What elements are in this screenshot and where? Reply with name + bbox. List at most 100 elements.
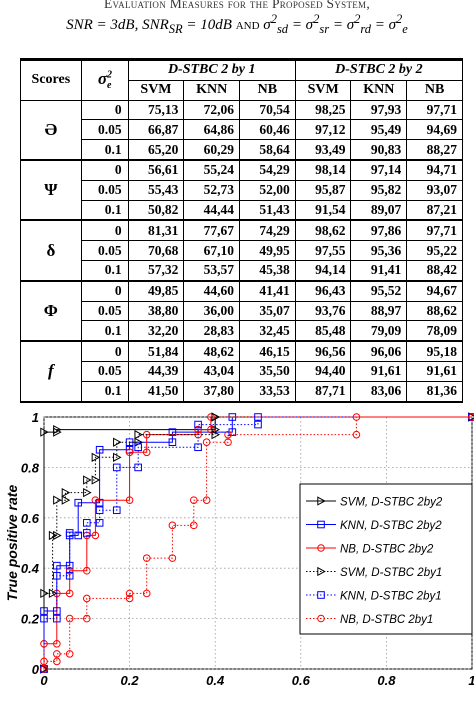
value-cell: 83,06: [350, 380, 408, 403]
circle-marker: [91, 531, 100, 540]
value-cell: 51,43: [239, 199, 296, 222]
value-cell: 96,43: [294, 280, 352, 302]
value-cell: 94,14: [294, 259, 352, 282]
value-cell: 91,61: [406, 360, 463, 382]
circle-marker: [83, 594, 91, 603]
legend-box: [299, 483, 473, 635]
square-marker: [40, 614, 48, 623]
table-row: 0.05 44,39 43,04 35,50 94,40 91,61 91,61: [21, 360, 463, 382]
noise-cell: 0.1: [80, 199, 129, 222]
value-cell: 55,43: [127, 179, 185, 201]
value-cell: 44,60: [183, 280, 241, 302]
axis-ticks: 00 0.2 0.2 0.4 0.4 0.6 0.6 0.8 0.8 1 1: [21, 410, 474, 688]
circle-marker: [207, 425, 215, 434]
noise-cell: 0.1: [80, 320, 129, 343]
value-cell: 81,36: [406, 380, 463, 403]
noise-cell: 0.1: [80, 259, 129, 282]
value-cell: 85,48: [294, 320, 352, 343]
noise-symbol: σ: [97, 69, 108, 89]
value-cell: 56,61: [127, 159, 185, 181]
noise-sub: e: [107, 80, 112, 92]
table-row: 0.05 70,68 67,10 49,95 97,55 95,36 95,22: [21, 240, 463, 261]
circle-marker: [142, 554, 151, 562]
legend-entry: SVM, D-STBC 2by2: [306, 496, 443, 509]
x-tick-label: 0.2: [121, 673, 140, 688]
value-cell: 60,46: [239, 119, 296, 141]
square-marker: [112, 463, 121, 472]
value-cell: 90,83: [350, 139, 408, 161]
header-noise-variance: σ2e: [80, 58, 129, 101]
square-marker: [95, 519, 104, 527]
y-tick-label: 0.2: [21, 612, 40, 627]
triangle-marker: [113, 437, 122, 447]
value-cell: 88,97: [350, 300, 408, 322]
value-cell: 81,31: [127, 219, 185, 242]
value-cell: 91,54: [294, 199, 352, 222]
value-cell: 91,61: [350, 360, 408, 382]
noise-cell: 0: [80, 219, 129, 242]
header-classifier: KNN: [350, 79, 408, 101]
square-marker: [95, 498, 104, 507]
value-cell: 94,69: [406, 119, 463, 141]
triangle-marker: [83, 487, 92, 498]
triangle-marker: [317, 496, 326, 506]
square-marker: [65, 571, 74, 580]
y-tick-label: 0.4: [21, 561, 40, 576]
square-marker: [83, 529, 91, 537]
value-cell: 37,80: [183, 380, 241, 403]
value-cell: 57,32: [127, 259, 185, 282]
circle-marker: [202, 496, 211, 504]
value-cell: 52,73: [183, 179, 241, 201]
value-cell: 97,14: [350, 159, 408, 181]
circle-marker: [168, 521, 177, 530]
value-cell: 55,24: [183, 159, 241, 181]
triangle-marker: [53, 495, 62, 505]
triangle-marker: [113, 452, 122, 462]
triangle-marker: [61, 487, 71, 498]
roc-curve-line: [43, 416, 472, 669]
value-cell: 87,71: [294, 380, 352, 403]
value-cell: 32,20: [127, 320, 185, 343]
value-cell: 88,62: [406, 300, 463, 322]
roc-curve-line: [43, 416, 472, 669]
noise-cell: 0.05: [80, 119, 129, 141]
y-tick-label: 0.8: [21, 460, 40, 475]
table-body: Ə 0 75,13 72,06 70,54 98,25 97,93 97,71 0.05 66,8…: [20, 99, 463, 403]
legend-entry: KNN, D-STBC 2by2: [306, 520, 442, 532]
value-cell: 44,39: [127, 360, 185, 382]
circle-marker: [317, 544, 325, 552]
value-cell: 97,71: [406, 219, 463, 242]
value-cell: 79,09: [350, 320, 408, 343]
legend-entry: KNN, D-STBC 2by1: [306, 591, 442, 603]
value-cell: 58,64: [239, 139, 296, 161]
value-cell: 32,45: [239, 320, 296, 343]
square-marker: [95, 506, 104, 515]
table-row: Ə 0 75,13 72,06 70,54 98,25 97,93 97,71: [20, 99, 463, 161]
table-row: 0.05 38,80 36,00 35,07 93,76 88,97 88,62: [21, 300, 463, 322]
circle-marker: [40, 657, 48, 666]
header-group-2by2: D-STBC 2 by 2: [294, 58, 464, 81]
circle-marker: [65, 614, 74, 623]
value-cell: 94,71: [406, 159, 463, 181]
value-cell: 51,84: [127, 340, 185, 362]
value-cell: 93,76: [294, 300, 352, 322]
circle-marker: [40, 665, 48, 673]
noise-cell: 0.05: [80, 179, 129, 201]
value-cell: 77,67: [183, 219, 241, 242]
value-cell: 53,57: [183, 259, 241, 282]
square-marker: [40, 607, 48, 615]
square-marker: [53, 614, 61, 623]
legend-label: SVM, D-STBC 2by2: [340, 497, 443, 509]
circle-marker: [207, 413, 215, 421]
header-classifier: NB: [239, 79, 296, 101]
value-cell: 97,86: [350, 219, 408, 242]
x-tick-label: 0: [40, 673, 48, 688]
noise-cell: 0: [80, 99, 129, 121]
triangle-marker: [134, 429, 144, 440]
x-tick-label: 0.4: [206, 673, 225, 688]
circle-marker: [317, 614, 325, 623]
square-marker: [74, 531, 83, 540]
metric-cell: Φ: [20, 280, 82, 343]
value-cell: 45,38: [239, 259, 296, 282]
triangle-marker: [317, 566, 326, 577]
